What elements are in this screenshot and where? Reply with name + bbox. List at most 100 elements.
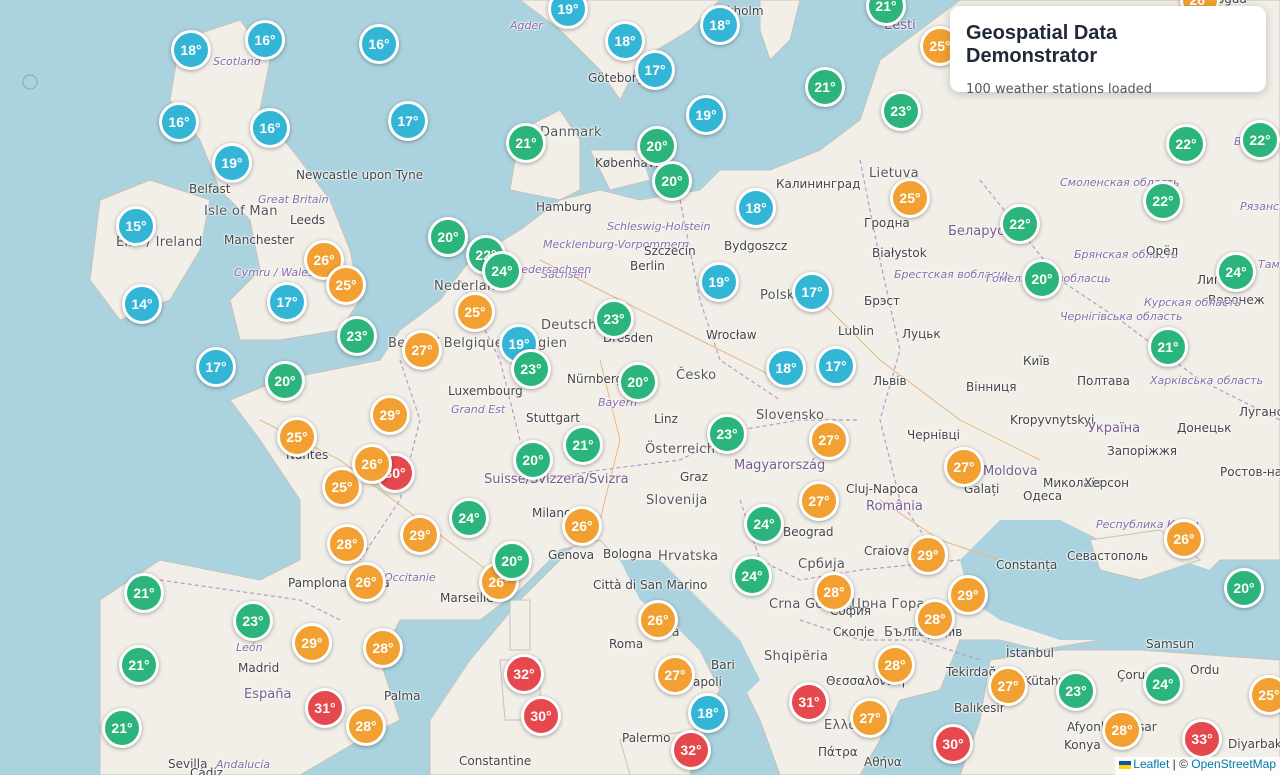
station-marker[interactable]: 18° <box>171 30 211 70</box>
station-marker[interactable]: 21° <box>563 425 603 465</box>
station-marker[interactable]: 22° <box>1000 204 1040 244</box>
station-marker[interactable]: 27° <box>402 330 442 370</box>
station-marker[interactable]: 33° <box>1182 719 1222 759</box>
station-marker[interactable]: 25° <box>326 265 366 305</box>
station-marker[interactable]: 28° <box>327 524 367 564</box>
station-marker[interactable]: 18° <box>688 693 728 733</box>
station-marker[interactable]: 26° <box>352 444 392 484</box>
station-marker[interactable]: 16° <box>250 108 290 148</box>
station-marker[interactable]: 29° <box>400 515 440 555</box>
station-marker[interactable]: 27° <box>799 481 839 521</box>
station-marker[interactable]: 21° <box>119 645 159 685</box>
station-marker[interactable]: 21° <box>1148 327 1188 367</box>
station-marker[interactable]: 26° <box>562 506 602 546</box>
station-marker[interactable]: 27° <box>944 447 984 487</box>
station-marker[interactable]: 28° <box>363 628 403 668</box>
station-marker[interactable]: 18° <box>700 5 740 45</box>
station-marker[interactable]: 16° <box>245 20 285 60</box>
station-marker[interactable]: 25° <box>455 292 495 332</box>
station-marker[interactable]: 29° <box>908 535 948 575</box>
station-marker[interactable]: 18° <box>605 21 645 61</box>
app-title: Geospatial Data Demonstrator <box>966 22 1118 67</box>
station-marker[interactable]: 26° <box>638 600 678 640</box>
station-marker[interactable]: 20° <box>265 361 305 401</box>
station-marker[interactable]: 28° <box>346 706 386 746</box>
station-marker[interactable]: 20° <box>652 161 692 201</box>
station-marker[interactable]: 17° <box>196 347 236 387</box>
station-marker[interactable]: 21° <box>124 573 164 613</box>
station-marker[interactable]: 24° <box>1216 252 1256 292</box>
station-marker[interactable]: 25° <box>1249 675 1280 715</box>
station-marker[interactable]: 22° <box>1166 124 1206 164</box>
station-marker[interactable]: 31° <box>789 682 829 722</box>
station-marker[interactable]: 27° <box>809 420 849 460</box>
station-marker[interactable]: 23° <box>881 91 921 131</box>
station-marker[interactable]: 23° <box>707 414 747 454</box>
station-marker[interactable]: 23° <box>233 601 273 641</box>
station-marker[interactable]: 22° <box>1240 120 1280 160</box>
attribution-separator: | © <box>1172 757 1188 771</box>
leaflet-link[interactable]: Leaflet <box>1133 757 1170 771</box>
station-marker[interactable]: 16° <box>159 102 199 142</box>
station-marker[interactable]: 19° <box>548 0 588 29</box>
station-marker[interactable]: 29° <box>948 575 988 615</box>
station-marker[interactable]: 23° <box>1056 671 1096 711</box>
station-marker[interactable]: 19° <box>212 143 252 183</box>
station-marker[interactable]: 23° <box>511 349 551 389</box>
station-marker[interactable]: 26° <box>346 562 386 602</box>
openstreetmap-link[interactable]: OpenStreetMap <box>1191 757 1276 771</box>
station-marker[interactable]: 22° <box>1143 181 1183 221</box>
station-marker[interactable]: 20° <box>618 362 658 402</box>
station-marker[interactable]: 17° <box>816 346 856 386</box>
stations-loaded-count: 100 weather stations loaded <box>966 82 1153 97</box>
station-marker[interactable]: 17° <box>267 282 307 322</box>
station-marker[interactable]: 20° <box>513 440 553 480</box>
station-marker[interactable]: 27° <box>655 655 695 695</box>
station-marker[interactable]: 28° <box>875 645 915 685</box>
station-marker[interactable]: 20° <box>428 217 468 257</box>
station-marker[interactable]: 24° <box>732 556 772 596</box>
station-marker[interactable]: 17° <box>388 101 428 141</box>
station-marker[interactable]: 17° <box>792 272 832 312</box>
station-marker[interactable]: 27° <box>850 698 890 738</box>
station-marker[interactable]: 23° <box>337 316 377 356</box>
station-marker[interactable]: 25° <box>890 178 930 218</box>
station-marker[interactable]: 25° <box>277 417 317 457</box>
station-marker[interactable]: 29° <box>292 623 332 663</box>
station-marker[interactable]: 19° <box>686 95 726 135</box>
ukraine-flag-icon <box>1119 760 1132 769</box>
station-marker[interactable]: 24° <box>482 251 522 291</box>
station-marker[interactable]: 20° <box>492 541 532 581</box>
station-marker[interactable]: 15° <box>116 206 156 246</box>
station-marker[interactable]: 26° <box>1164 519 1204 559</box>
station-marker[interactable]: 30° <box>521 696 561 736</box>
station-marker[interactable]: 24° <box>1143 664 1183 704</box>
info-card: Geospatial Data Demonstrator 100 weather… <box>950 6 1266 97</box>
station-marker[interactable]: 18° <box>736 188 776 228</box>
station-marker[interactable]: 23° <box>594 299 634 339</box>
station-marker[interactable]: 31° <box>305 688 345 728</box>
station-marker[interactable]: 24° <box>744 504 784 544</box>
station-marker[interactable]: 16° <box>359 24 399 64</box>
station-marker[interactable]: 20° <box>637 126 677 166</box>
station-marker[interactable]: 21° <box>102 708 142 748</box>
station-marker[interactable]: 28° <box>1102 710 1142 750</box>
station-marker[interactable]: 18° <box>766 348 806 388</box>
station-marker[interactable]: 14° <box>122 284 162 324</box>
station-marker[interactable]: 24° <box>449 498 489 538</box>
station-marker[interactable]: 32° <box>671 730 711 770</box>
station-marker[interactable]: 20° <box>1224 568 1264 608</box>
station-marker[interactable]: 28° <box>814 572 854 612</box>
station-marker[interactable]: 27° <box>988 666 1028 706</box>
station-marker[interactable]: 21° <box>805 67 845 107</box>
map-attribution: Leaflet | © OpenStreetMap <box>1115 757 1280 775</box>
station-marker[interactable]: 19° <box>699 262 739 302</box>
station-marker[interactable]: 28° <box>915 599 955 639</box>
station-marker[interactable]: 21° <box>506 123 546 163</box>
station-marker[interactable]: 32° <box>504 654 544 694</box>
station-marker[interactable]: 20° <box>1022 259 1062 299</box>
station-marker[interactable]: 30° <box>933 724 973 764</box>
station-marker[interactable]: 17° <box>635 50 675 90</box>
station-marker[interactable]: 29° <box>370 395 410 435</box>
